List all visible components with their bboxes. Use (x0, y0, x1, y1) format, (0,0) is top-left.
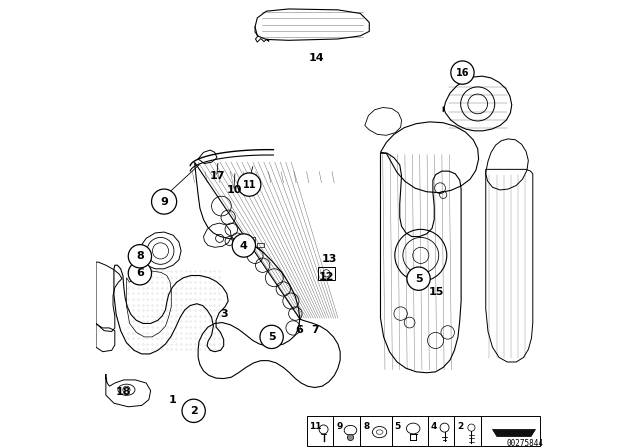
Text: 16: 16 (456, 68, 469, 78)
Text: 2: 2 (457, 422, 463, 431)
Text: 10: 10 (227, 185, 242, 195)
Text: 7: 7 (312, 325, 319, 335)
Bar (454, 416, 481, 446)
Circle shape (348, 435, 354, 441)
Circle shape (128, 245, 152, 268)
Text: 00275844: 00275844 (506, 439, 543, 448)
Text: 3: 3 (220, 309, 227, 319)
Text: 9: 9 (160, 197, 168, 207)
Bar (392, 416, 428, 446)
Bar (257, 243, 264, 247)
Circle shape (152, 189, 177, 214)
Text: 4: 4 (240, 241, 248, 250)
Circle shape (237, 173, 261, 196)
Bar (307, 416, 333, 446)
Circle shape (128, 262, 152, 285)
Text: 9: 9 (336, 422, 342, 431)
Text: 5: 5 (268, 332, 275, 342)
Bar (360, 416, 392, 446)
Text: 6: 6 (296, 325, 303, 335)
Circle shape (407, 267, 430, 290)
Text: 5: 5 (415, 274, 422, 284)
Text: 11: 11 (309, 422, 322, 431)
Polygon shape (493, 429, 536, 436)
Circle shape (451, 61, 474, 84)
Text: 15: 15 (429, 287, 444, 297)
Bar (317, 267, 335, 280)
Text: 4: 4 (430, 422, 436, 431)
Text: 6: 6 (136, 268, 144, 278)
Text: 12: 12 (319, 272, 335, 282)
Text: 5: 5 (394, 422, 401, 431)
Circle shape (232, 234, 255, 257)
Text: 17: 17 (209, 171, 225, 181)
Text: 8: 8 (363, 422, 369, 431)
Text: 2: 2 (190, 406, 198, 416)
Bar (428, 416, 454, 446)
Circle shape (260, 325, 284, 349)
Text: 13: 13 (321, 254, 337, 264)
Text: 8: 8 (136, 251, 144, 261)
Text: 18: 18 (116, 387, 132, 397)
Bar (248, 237, 255, 242)
Bar (481, 416, 540, 446)
Text: 1: 1 (168, 395, 176, 405)
Circle shape (182, 399, 205, 422)
Text: 14: 14 (308, 53, 324, 63)
Text: 11: 11 (243, 180, 256, 190)
Bar (333, 416, 360, 446)
